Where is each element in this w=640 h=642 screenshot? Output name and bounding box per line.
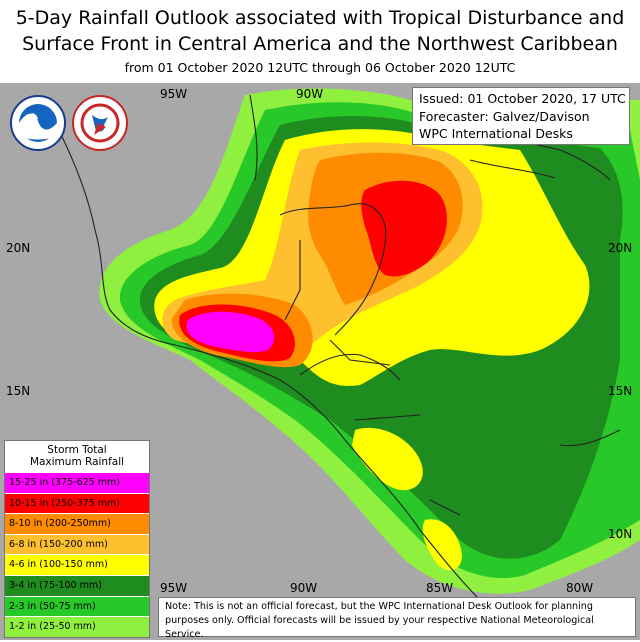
lat-label-20n-left: 20N <box>6 241 30 255</box>
legend-item: 1-2 in (25-50 mm) <box>5 616 149 637</box>
forecaster-text: Forecaster: Galvez/Davison <box>419 108 590 124</box>
rainfall-contour-10-15in <box>361 180 447 277</box>
lon-label-80w-bottom: 80W <box>566 581 593 595</box>
legend-title-line1: Storm Total <box>47 444 107 456</box>
lon-label-95w-bottom: 95W <box>160 581 187 595</box>
legend-item: 4-6 in (100-150 mm) <box>5 554 149 575</box>
legend-item: 3-4 in (75-100 mm) <box>5 574 149 596</box>
desk-text: WPC International Desks <box>419 126 573 141</box>
lon-label-95w-top: 95W <box>160 87 187 101</box>
lon-label-90w-top: 90W <box>296 87 323 101</box>
lat-label-20n-right: 20N <box>608 241 632 255</box>
rainfall-contour-4-6in-costarica <box>422 519 462 571</box>
lat-label-15n-right: 15N <box>608 384 632 398</box>
legend-item: 15-25 in (375-625 mm) <box>5 472 149 493</box>
nws-logo <box>72 95 128 151</box>
map-subtitle: from 01 October 2020 12UTC through 06 Oc… <box>124 60 516 75</box>
rainfall-contour-4-6in-nicaragua <box>352 427 423 491</box>
legend-title: Storm Total Maximum Rainfall <box>5 441 149 472</box>
legend-title-line2: Maximum Rainfall <box>29 456 125 468</box>
map-title-line1: 5-Day Rainfall Outlook associated with T… <box>15 7 625 29</box>
map-title-line2: Surface Front in Central America and the… <box>22 33 618 55</box>
legend-item: 6-8 in (150-200 mm) <box>5 533 149 555</box>
legend-item: 10-15 in (250-375 mm) <box>5 492 149 514</box>
lat-label-15n-left: 15N <box>6 384 30 398</box>
legend-item: 8-10 in (200-250mm) <box>5 513 149 534</box>
lon-label-90w-bottom: 90W <box>290 581 317 595</box>
legend-item: 2-3 in (50-75 mm) <box>5 595 149 617</box>
disclaimer-note: Note: This is not an official forecast, … <box>158 597 636 640</box>
rainfall-legend: Storm Total Maximum Rainfall 15-25 in (3… <box>4 440 150 638</box>
country-borders <box>39 94 621 601</box>
lat-label-10n-right: 10N <box>608 527 632 541</box>
lon-label-85w-bottom: 85W <box>426 581 453 595</box>
rainfall-contour-15-25in <box>186 311 275 353</box>
noaa-logo <box>10 95 66 151</box>
issuance-info-box: Issued: 01 October 2020, 17 UTC Forecast… <box>412 87 630 145</box>
rainfall-map: 95W 90W 95W 90W 85W 80W 20N 15N 20N 15N … <box>0 83 640 640</box>
issued-text: Issued: 01 October 2020, 17 UTC <box>419 91 626 106</box>
